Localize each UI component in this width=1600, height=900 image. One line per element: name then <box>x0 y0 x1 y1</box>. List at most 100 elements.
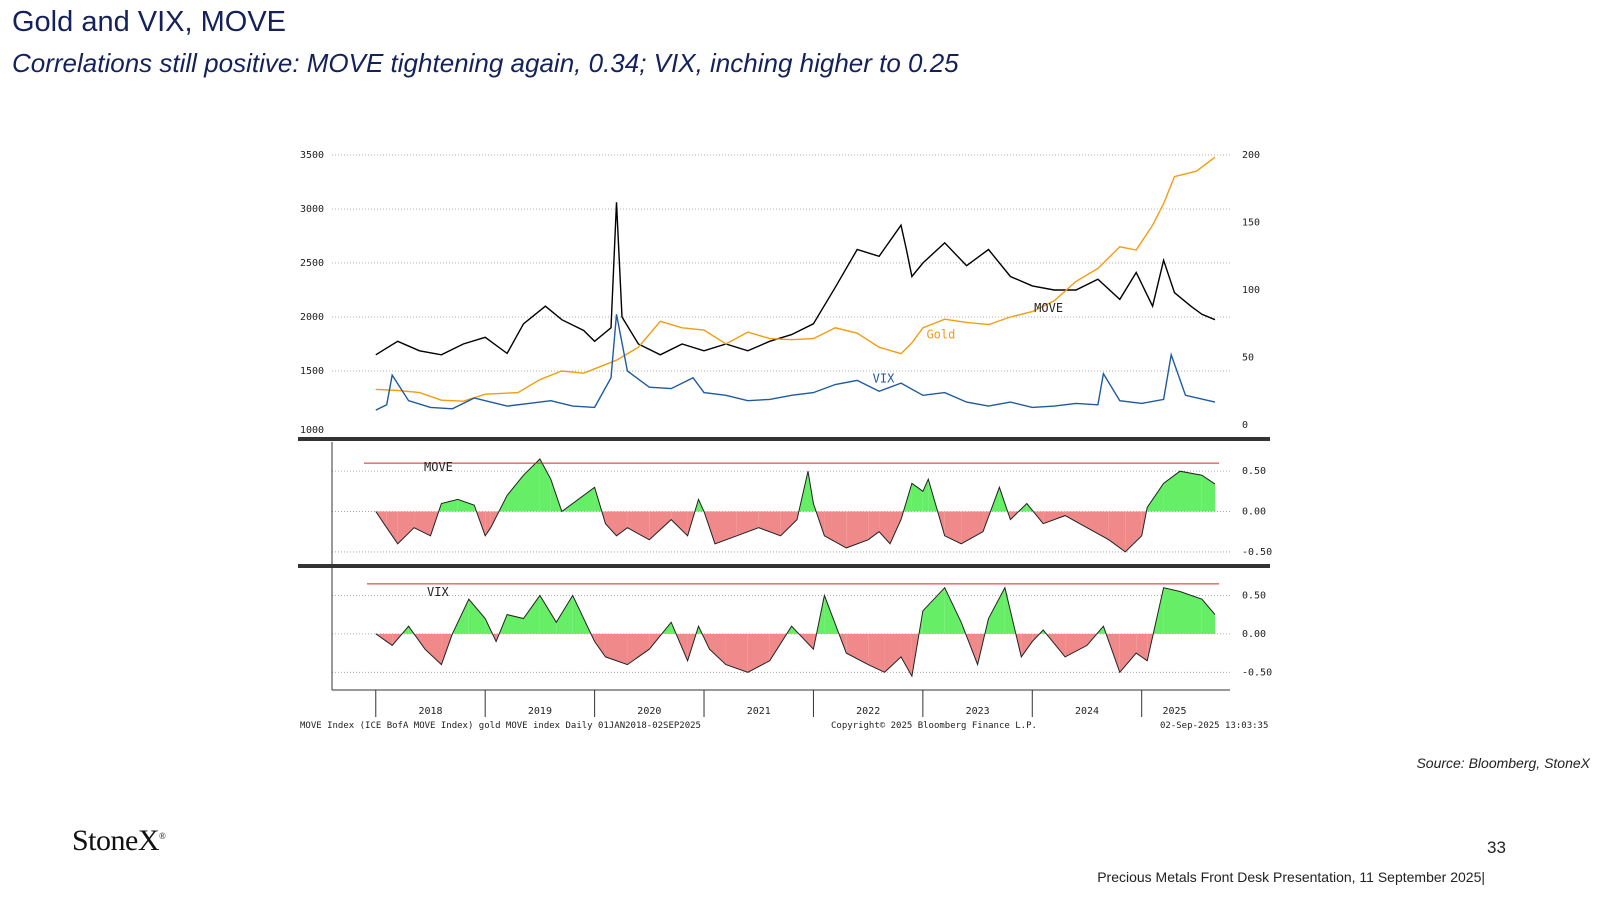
correlation-line-move <box>375 458 1216 553</box>
negative-area <box>1125 511 1142 552</box>
positive-area <box>457 499 475 512</box>
positive-area <box>922 587 945 634</box>
negative-area <box>397 511 415 544</box>
negative-area <box>890 511 901 544</box>
corr-axis-tick-label: -0.50 <box>1242 667 1272 678</box>
right-axis-tick-label: 150 <box>1242 218 1260 229</box>
negative-area <box>605 511 617 536</box>
corr-axis-tick-label: 0.50 <box>1242 590 1266 601</box>
negative-area <box>824 511 847 548</box>
source-note: Source: Bloomberg, StoneX <box>1416 755 1590 771</box>
negative-area <box>671 511 688 536</box>
footer-text: Precious Metals Front Desk Presentation,… <box>1097 869 1485 885</box>
positive-area <box>1179 591 1202 634</box>
negative-area <box>605 633 628 665</box>
corr-axis-tick-label: 0.00 <box>1242 629 1266 640</box>
negative-area <box>709 633 726 665</box>
left-axis-tick-label: 3500 <box>300 150 324 161</box>
negative-area <box>884 633 901 673</box>
negative-area <box>868 511 880 540</box>
corr-axis-tick-label: -0.50 <box>1242 547 1272 558</box>
left-axis-tick-label: 3000 <box>300 204 324 215</box>
negative-area <box>414 511 431 536</box>
negative-area <box>900 633 912 677</box>
page-subtitle: Correlations still positive: MOVE tighte… <box>12 48 959 78</box>
positive-area <box>539 459 551 512</box>
left-axis-tick-label: 2000 <box>300 312 324 323</box>
negative-area <box>1136 633 1148 661</box>
positive-area <box>468 599 486 634</box>
x-tick-label: 2025 <box>1163 706 1187 717</box>
positive-area <box>507 475 524 512</box>
negative-area <box>1119 633 1137 673</box>
panel-separator <box>298 564 1270 568</box>
panel-label-vix: VIX <box>427 585 449 599</box>
positive-area <box>1147 483 1164 512</box>
negative-area <box>1021 633 1033 657</box>
right-axis-tick-label: 0 <box>1242 420 1248 431</box>
negative-area <box>846 511 869 548</box>
negative-area <box>1086 511 1109 540</box>
positive-area <box>556 595 573 634</box>
positive-area <box>988 587 1005 634</box>
corr-axis-tick-label: 0.00 <box>1242 507 1266 518</box>
right-axis-tick-label: 200 <box>1242 150 1260 161</box>
x-tick-label: 2022 <box>856 706 880 717</box>
left-axis-tick-label: 1000 <box>300 425 324 436</box>
negative-area <box>1043 511 1066 524</box>
negative-area <box>714 511 737 544</box>
x-tick-label: 2018 <box>418 706 442 717</box>
negative-area <box>747 633 770 673</box>
positive-area <box>539 595 557 634</box>
x-tick-label: 2024 <box>1075 706 1099 717</box>
positive-area <box>944 587 962 634</box>
negative-area <box>961 511 984 544</box>
chart-footer-left: MOVE Index (ICE BofA MOVE Index) gold MO… <box>300 721 701 731</box>
negative-area <box>386 511 398 544</box>
negative-area <box>846 633 869 665</box>
chart-footer-center: Copyright© 2025 Bloomberg Finance L.P. <box>831 721 1037 731</box>
panel-separator <box>298 437 1270 441</box>
negative-area <box>1065 633 1087 657</box>
positive-area <box>1179 471 1202 512</box>
annotation-vix: VIX <box>873 371 895 385</box>
chart-footer-right: 02-Sep-2025 13:03:35 <box>1160 721 1268 731</box>
corr-axis-tick-label: 0.50 <box>1242 466 1266 477</box>
negative-area <box>594 633 606 657</box>
series-line-gold <box>375 156 1216 402</box>
negative-area <box>868 633 885 673</box>
positive-area <box>1201 475 1215 512</box>
positive-area <box>911 483 923 512</box>
stonex-logo: StoneX® <box>72 824 166 857</box>
negative-area <box>1065 511 1087 528</box>
negative-area <box>944 511 962 544</box>
positive-area <box>523 595 540 634</box>
series-line-move <box>375 202 1216 356</box>
page-number: 33 <box>1487 838 1506 857</box>
positive-area <box>441 499 458 512</box>
x-tick-label: 2019 <box>528 706 552 717</box>
left-axis-tick-label: 2500 <box>300 258 324 269</box>
negative-area <box>649 511 672 540</box>
positive-area <box>523 459 540 512</box>
negative-area <box>425 633 442 665</box>
negative-area <box>879 511 891 544</box>
x-tick-label: 2023 <box>966 706 990 717</box>
annotation-gold: Gold <box>926 328 955 342</box>
panel-label-move: MOVE <box>424 460 453 474</box>
positive-area <box>1201 599 1215 634</box>
correlation-line-vix <box>375 586 1216 678</box>
series-line-vix <box>375 314 1216 411</box>
page-title: Gold and VIX, MOVE <box>12 6 287 38</box>
positive-area <box>1163 471 1180 512</box>
x-tick-label: 2020 <box>637 706 661 717</box>
right-axis-tick-label: 100 <box>1242 285 1260 296</box>
negative-area <box>627 511 650 540</box>
x-tick-label: 2021 <box>747 706 771 717</box>
annotation-move: MOVE <box>1034 301 1063 315</box>
negative-area <box>780 511 798 536</box>
negative-area <box>1108 511 1126 552</box>
left-axis-tick-label: 1500 <box>300 366 324 377</box>
negative-area <box>627 633 650 665</box>
